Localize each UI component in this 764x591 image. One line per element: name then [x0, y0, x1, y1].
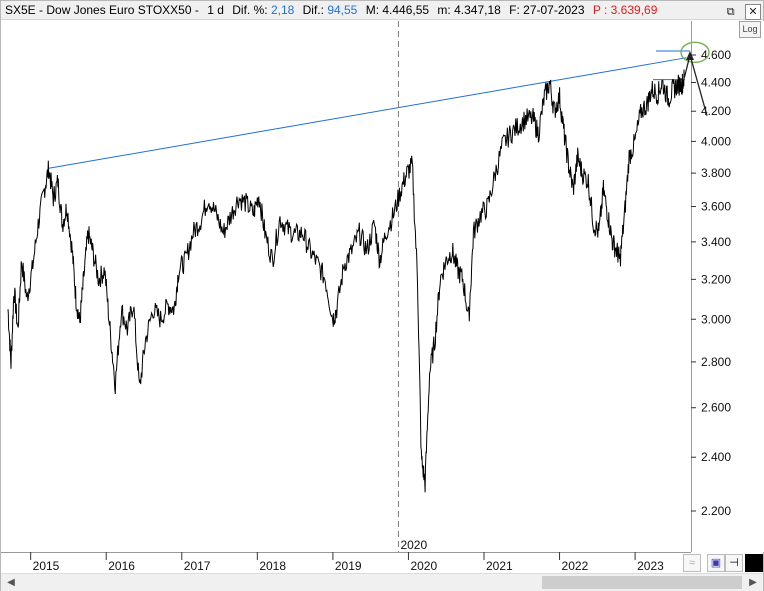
restore-icon[interactable]: ⧉: [726, 6, 735, 18]
horizontal-scrollbar[interactable]: ◀ ▶: [1, 573, 763, 591]
x-tick-label: 2023: [637, 559, 664, 573]
dif-pct-label: Dif. %:: [232, 3, 268, 17]
chart-title-bar: SX5E - Dow Jones Euro STOXX50 - 1 d Dif.…: [1, 1, 763, 20]
y-tick-label: 3.000: [701, 312, 731, 326]
price-chart: 2015 2016 2017 2018 2019 2020 2021 2022 2023 4.6…: [7, 21, 731, 573]
dif: Dif.: 94,55: [303, 1, 358, 19]
pin-icon[interactable]: ⊣: [725, 554, 743, 572]
dif-pct-value: 2,18: [270, 3, 295, 17]
target-circle[interactable]: [680, 41, 710, 64]
window-buttons: ⧉ ✕: [720, 2, 761, 20]
y-tick-label: 2.600: [701, 401, 731, 415]
scroll-thumb[interactable]: [542, 576, 742, 589]
y-tick-label: 2.400: [701, 450, 731, 464]
x-tick-label: 2019: [335, 559, 362, 573]
y-tick-label: 3.600: [701, 200, 731, 214]
save-icon[interactable]: ▣: [707, 554, 725, 572]
dif-value: 94,55: [327, 3, 358, 17]
x-tick-label: 2018: [259, 559, 286, 573]
y-tick-label: 3.800: [701, 166, 731, 180]
price-value: P : 3.639,69: [592, 3, 658, 17]
x-tick-label: 2017: [184, 559, 211, 573]
scroll-left-icon[interactable]: ◀: [7, 577, 15, 588]
zigzag-icon[interactable]: ≈: [683, 554, 701, 572]
y-tick-label: 4.600: [701, 48, 731, 62]
close-icon[interactable]: ✕: [745, 4, 761, 20]
y-tick-label: 4.000: [701, 134, 731, 148]
x-tick-label: 2020: [410, 559, 437, 573]
date-value: F: 27-07-2023: [509, 3, 585, 17]
y-tick-label: 4.200: [701, 104, 731, 118]
price-axis-panel[interactable]: [691, 21, 764, 552]
time-axis-panel[interactable]: [1, 552, 691, 573]
y-tick-label: 2.800: [701, 355, 731, 369]
min-value: m: 4.347,18: [437, 3, 501, 17]
y-tick-label: 4.400: [701, 75, 731, 89]
x-tick-label: 2015: [33, 559, 60, 573]
dif-label: Dif.:: [302, 3, 324, 17]
y-tick-label: 3.200: [701, 272, 731, 286]
x-tick-label: 2016: [108, 559, 135, 573]
x-tick-label: 2021: [486, 559, 513, 573]
color-swatch[interactable]: [745, 554, 763, 572]
vertical-marker-label: 2020: [400, 538, 427, 552]
trendline[interactable]: [48, 57, 687, 169]
log-scale-button[interactable]: Log: [739, 21, 761, 38]
price-series-line: [7, 69, 685, 493]
dif-pct: Dif. %: 2,18: [232, 1, 294, 19]
y-tick-label: 3.400: [701, 235, 731, 249]
x-tick-label: 2022: [562, 559, 589, 573]
max-value: M: 4.446,55: [365, 3, 430, 17]
y-tick-label: 2.200: [701, 504, 731, 518]
arrow-head-icon: [686, 51, 694, 60]
interval-label: 1 d: [207, 3, 224, 17]
chart-plot-area[interactable]: [1, 21, 691, 552]
symbol-label: SX5E - Dow Jones Euro STOXX50 -: [5, 3, 199, 17]
scroll-right-icon[interactable]: ▶: [749, 577, 757, 588]
